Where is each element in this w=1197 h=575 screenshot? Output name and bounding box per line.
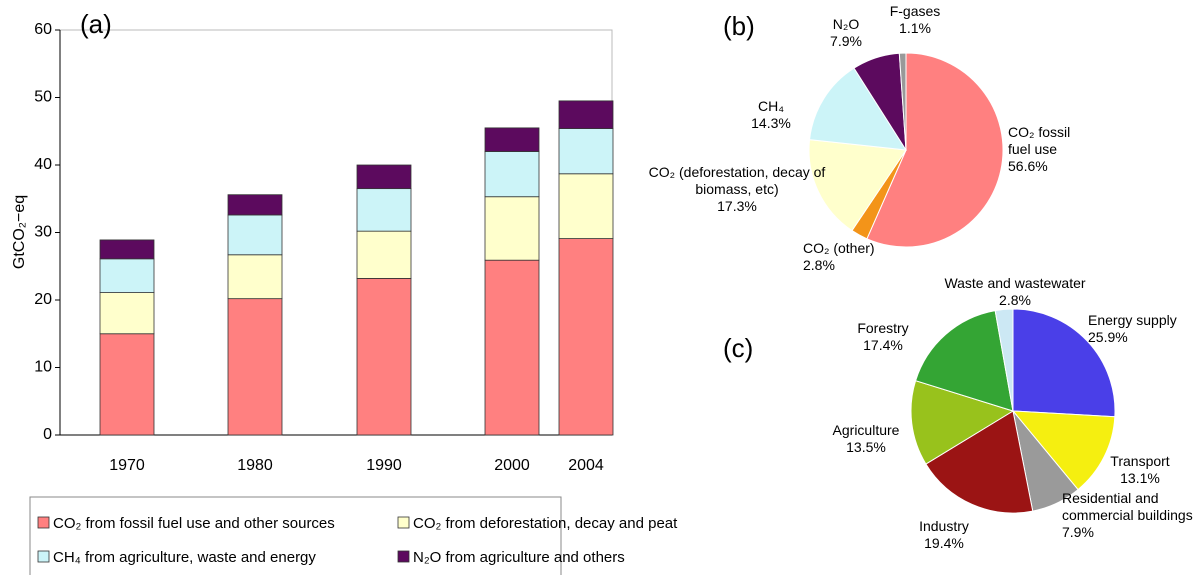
slice-name: Residential and commercial buildings [1062,490,1193,523]
pie-slice [914,309,1014,412]
slice-name: CH₄ [758,98,784,114]
legend-label: CO₂ from fossil fuel use and other sourc… [53,515,335,532]
slice-name: CO₂ fossil fuel use [1008,124,1071,157]
bar-segment [356,230,412,279]
y-tick-label: 10 [34,359,52,376]
x-tick-label: 2004 [568,457,604,474]
slice-name: Forestry [857,320,909,336]
legend-label: CO₂ from deforestation, decay and peat [413,515,678,532]
bar-segment [356,277,412,436]
slice-value: 2.8% [803,257,835,273]
pie-slice [809,67,907,151]
slice-label: Forestry 17.4% [843,320,923,354]
slice-label: Residential and commercial buildings 7.9% [1062,490,1197,541]
slice-label: N₂O 7.9% [826,16,866,50]
slice-name: F-gases [889,3,941,19]
chart-title: (b) [723,11,755,41]
slice-label: CO₂ (other) 2.8% [803,240,903,274]
slice-value: 13.1% [1120,470,1160,486]
y-tick-label: 30 [34,224,52,241]
bar-segment [227,214,283,256]
pie-slice [866,52,1004,248]
slice-name: N₂O [832,16,860,32]
legend-box [29,496,562,575]
chart-title: (a) [80,9,112,39]
slice-name: Waste and wastewater [944,275,1086,291]
y-axis-label: GtCO₂−eq [11,195,28,269]
bar-segment [99,333,155,436]
pie-slice [898,52,907,151]
bar-segment [99,258,155,293]
bar-segment [356,164,412,190]
slice-label: CO₂ fossil fuel use 56.6% [1008,124,1090,175]
legend-label: CH₄ from agriculture, waste and energy [53,549,316,566]
bar-segment [484,151,540,198]
bar-segment [484,259,540,436]
y-tick-label: 0 [43,426,52,443]
slice-value: 17.3% [717,198,757,214]
slice-value: 19.4% [924,535,964,551]
bar-segment [99,292,155,335]
slice-value: 7.9% [1062,524,1094,540]
bar-segment [227,254,283,300]
pie-slice [1012,308,1116,418]
x-tick-label: 1970 [109,457,145,474]
slice-label: Waste and wastewater 2.8% [930,275,1100,309]
slice-value: 14.3% [751,115,791,131]
x-tick-label: 1990 [366,457,402,474]
slice-value: 56.6% [1008,158,1048,174]
slice-name: Transport [1110,453,1170,469]
slice-value: 2.8% [999,292,1031,308]
x-tick-label: 1980 [237,457,273,474]
pie-slice [994,308,1014,412]
slice-value: 13.5% [846,439,886,455]
slice-value: 7.9% [830,33,862,49]
bar-segment [484,196,540,261]
x-tick-label: 2000 [494,457,530,474]
slice-label: Industry 19.4% [904,518,984,552]
slice-label: F-gases 1.1% [885,3,945,37]
legend-swatch [37,516,50,529]
bar-segment [99,239,155,260]
pie-slice [808,139,907,232]
bar-segment [484,127,540,152]
bar-segment [227,194,283,216]
pie-slice [910,380,1015,465]
legend-swatch [397,516,410,529]
pie-slice [925,410,1034,514]
legend-swatch [37,550,50,563]
slice-value: 25.9% [1088,329,1128,345]
slice-name: CO₂ (deforestation, decay of biomass, et… [648,164,826,197]
y-tick-label: 50 [34,89,52,106]
slice-name: Agriculture [832,422,900,438]
bar-segment [558,173,614,239]
y-tick-label: 60 [34,21,52,38]
slice-name: CO₂ (other) [803,240,875,256]
legend-label: N₂O from agriculture and others [413,549,625,566]
legend-swatch [397,550,410,563]
slice-label: Agriculture 13.5% [816,422,916,456]
chart-title: (c) [723,333,753,363]
bar-segment [227,298,283,436]
slice-value: 1.1% [899,20,931,36]
pie-slice [1011,410,1116,491]
slice-value: 17.4% [863,337,903,353]
slice-label: CH₄ 14.3% [746,98,796,132]
bar-segment [558,100,614,129]
slice-name: Energy supply [1088,312,1177,328]
y-tick-label: 40 [34,156,52,173]
slice-label: Energy supply 25.9% [1088,312,1197,346]
bar-segment [356,188,412,232]
y-tick-label: 20 [34,291,52,308]
slice-name: Industry [919,518,969,534]
slice-label: Transport 13.1% [1105,453,1175,487]
slice-label: CO₂ (deforestation, decay of biomass, et… [647,164,827,215]
bar-segment [558,128,614,175]
bar-segment [558,238,614,436]
